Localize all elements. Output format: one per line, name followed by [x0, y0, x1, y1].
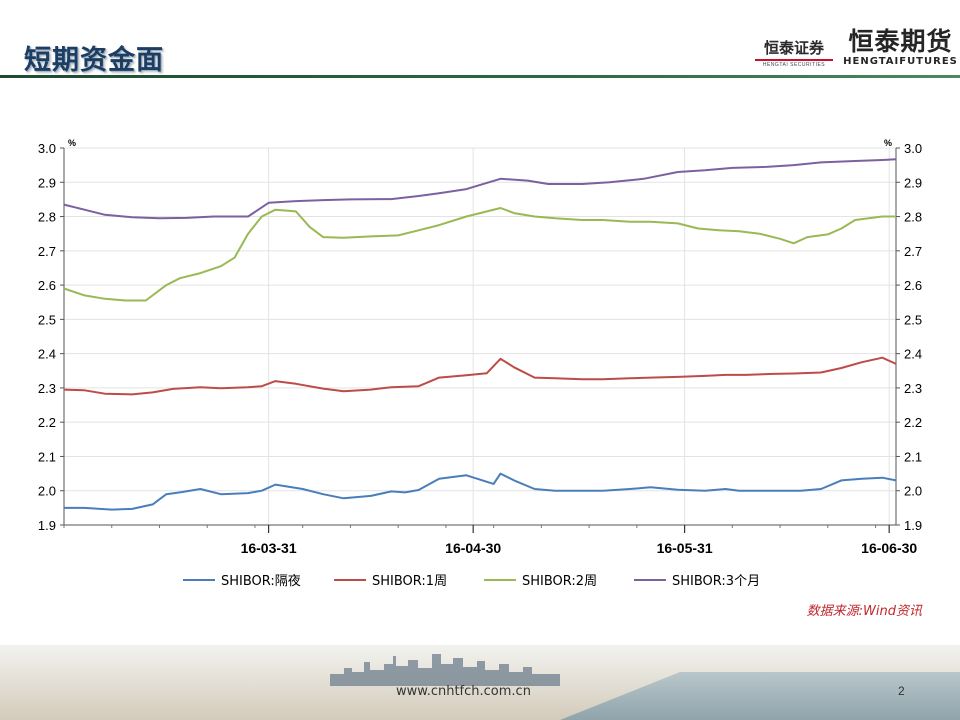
hengtai-securities-logo: 恒泰证券 HENGTAI SECURITIES — [753, 40, 835, 68]
y-tick-label-right: 2.5 — [904, 312, 922, 327]
y-tick-label-left: 2.4 — [38, 347, 56, 362]
y-tick-label-right: 2.0 — [904, 484, 922, 499]
y-unit-left: % — [68, 138, 76, 148]
x-tick-label: 16-04-30 — [445, 540, 501, 556]
y-tick-label-right: 2.3 — [904, 381, 922, 396]
footer-url: www.cnhtfch.com.cn — [396, 684, 531, 699]
series-line-4 — [63, 158, 897, 220]
y-tick-label-left: 2.9 — [38, 175, 56, 190]
logo-futures-text: 恒泰期货 — [848, 27, 953, 56]
series-line-3 — [63, 207, 896, 302]
logo-futures-subtext: HENGTAIFUTURES — [843, 56, 958, 67]
x-tick-label: 16-06-30 — [861, 540, 917, 556]
series-line-1 — [64, 472, 897, 511]
y-tick-label-left: 1.9 — [38, 518, 56, 533]
y-tick-label-left: 2.6 — [38, 278, 56, 293]
city-skyline-image — [330, 654, 560, 686]
y-tick-label-right: 3.0 — [904, 141, 922, 156]
y-tick-label-right: 2.7 — [904, 244, 922, 259]
series-line-2 — [63, 356, 897, 396]
legend-label: SHIBOR:1周 — [372, 574, 447, 589]
legend-label: SHIBOR:2周 — [522, 574, 597, 589]
y-tick-label-right: 2.2 — [904, 415, 922, 430]
y-tick-label-right: 2.4 — [904, 347, 922, 362]
y-tick-label-left: 2.8 — [38, 210, 56, 225]
x-tick-label: 16-03-31 — [241, 540, 297, 556]
page-number: 2 — [898, 684, 905, 698]
source-note: 数据来源:Wind资讯 — [807, 604, 923, 619]
y-tick-label-left: 2.0 — [38, 484, 56, 499]
y-tick-label-right: 2.1 — [904, 449, 922, 464]
legend-label: SHIBOR:3个月 — [672, 574, 760, 589]
y-tick-label-left: 2.3 — [38, 381, 56, 396]
y-tick-label-left: 2.1 — [38, 449, 56, 464]
logo-securities-bar — [755, 59, 833, 61]
y-tick-label-left: 2.7 — [38, 244, 56, 259]
x-tick-label: 16-05-31 — [657, 540, 713, 556]
legend-label: SHIBOR:隔夜 — [221, 574, 301, 589]
y-tick-label-right: 1.9 — [904, 518, 922, 533]
y-unit-right: % — [884, 138, 892, 148]
y-tick-label-right: 2.6 — [904, 278, 922, 293]
y-tick-label-right: 2.8 — [904, 210, 922, 225]
hengtai-futures-logo: 恒泰期货 HENGTAIFUTURES — [843, 27, 958, 68]
y-tick-label-right: 2.9 — [904, 175, 922, 190]
y-tick-label-left: 2.5 — [38, 312, 56, 327]
shibor-line-chart: 3.0 3.0 2.9 2.9 2.8 2.8 2.7 2.7 2.6 2.6 2.5 2.5 2.4 2… — [38, 138, 923, 619]
y-tick-label-left: 2.2 — [38, 415, 56, 430]
logo-securities-subtext: HENGTAI SECURITIES — [762, 62, 826, 68]
page-title: 短期资金面 — [24, 45, 164, 76]
y-tick-label-left: 3.0 — [38, 141, 56, 156]
title-divider — [0, 75, 960, 78]
logo-securities-text: 恒泰证券 — [763, 39, 824, 57]
